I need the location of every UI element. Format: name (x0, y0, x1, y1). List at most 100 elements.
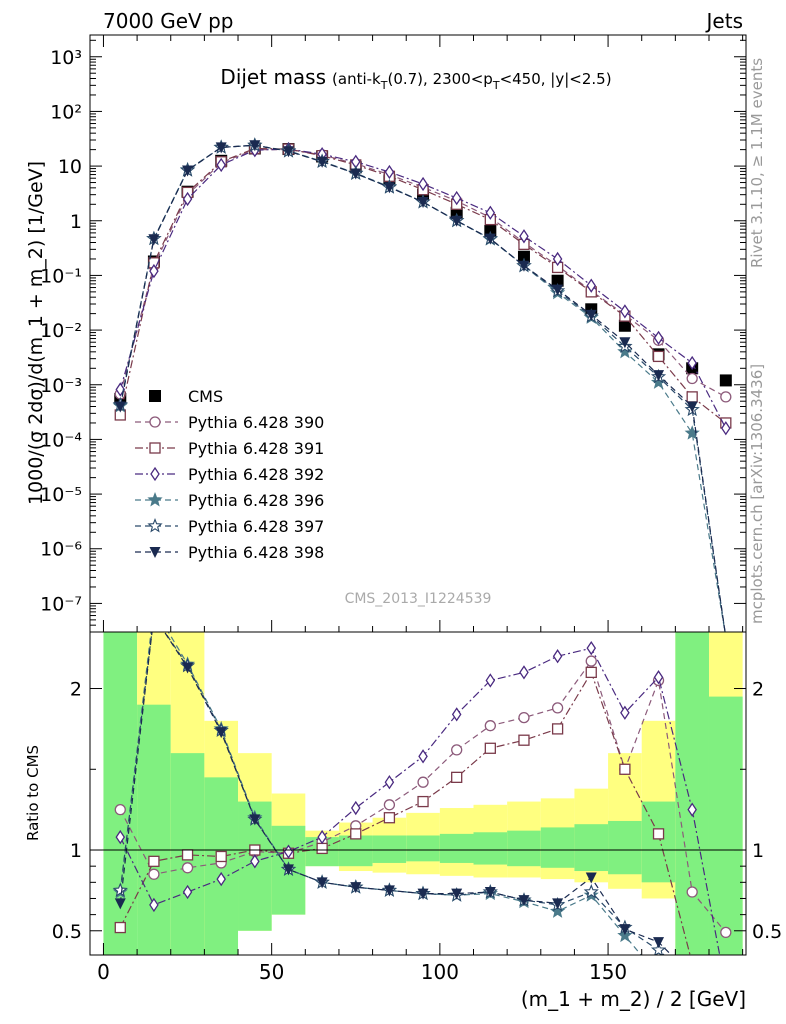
ratio-point-2-14 (586, 640, 597, 656)
uncertainty-bands (103, 632, 743, 955)
ratio-point-5-4 (249, 814, 261, 826)
ratio-point-1-12 (518, 734, 530, 746)
main-point-6-2 (182, 165, 194, 177)
ratio-point-5-11 (484, 887, 496, 899)
main-point-6-9 (417, 197, 429, 209)
ratio-point-5-9 (417, 888, 429, 900)
ratio-xtick-label-1: 50 (259, 960, 284, 984)
band-inner-11 (473, 832, 508, 865)
legend-label-3: Pythia 6.428 392 (188, 465, 324, 484)
ratio-point-1-13 (551, 723, 564, 735)
main-point-4-16 (650, 374, 667, 389)
ratio-point-0-17 (686, 886, 698, 898)
main-ytick-label-1: 10⁻⁶ (40, 539, 82, 561)
ratio-xtick-label-2: 100 (421, 960, 459, 984)
ratio-point-0-8 (383, 799, 396, 811)
axes-ticks: 10⁻⁷ 10⁻⁶ 10⁻⁵ 10⁻⁴ 10⁻³ 10⁻² 10⁻¹ 1 10 10² 10³ 0 50… (40, 35, 782, 984)
main-point-3-9 (418, 176, 428, 192)
legend-marker-2 (149, 442, 161, 454)
ratio-ytick-label-left-2: 2 (70, 679, 82, 701)
ratio-point-5-5 (282, 864, 294, 876)
ratio-point-4-14 (583, 883, 599, 899)
ratio-ytick-label-left-0: 0.5 (52, 921, 82, 943)
ratio-point-2-8 (384, 775, 395, 790)
ratio-point-2-9 (418, 749, 428, 764)
ratio-point-1-15 (619, 763, 631, 775)
main-point-4-17 (684, 425, 700, 440)
ratio-ytick-label-left-1: 1 (70, 840, 82, 862)
ratio-point-5-15 (619, 924, 631, 936)
ratio-point-2-11 (485, 673, 496, 688)
main-point-1-18 (720, 391, 732, 403)
main-point-6-0 (114, 401, 126, 413)
main-ytick-label-2: 10⁻⁵ (40, 484, 82, 506)
ratio-series-2 (115, 640, 721, 955)
title-sub2: T (492, 79, 500, 92)
main-point-3-18 (721, 421, 731, 436)
ratio-ytick-label-right-2: 2 (752, 679, 764, 701)
legend-label-1: Pythia 6.428 390 (188, 413, 324, 432)
main-point-6-14 (585, 309, 597, 321)
ratio-point-5-0 (114, 898, 126, 910)
ratio-point-1-11 (484, 742, 496, 754)
main-point-3-8 (384, 164, 395, 180)
main-point-6-10 (451, 215, 463, 227)
header-left: 7000 GeV pp (103, 9, 234, 33)
ratio-series-1 (114, 666, 691, 955)
ratio-point-5-13 (552, 898, 564, 910)
ratio-point-5-6 (316, 877, 328, 889)
ratio-ytick-label-right-1: 1 (752, 840, 764, 862)
ratio-point-1-7 (350, 828, 362, 840)
ratio-point-1-2 (181, 849, 194, 861)
ratio-panel-series (112, 632, 732, 955)
legend-label-2: Pythia 6.428 391 (188, 439, 324, 458)
legend-label-6: Pythia 6.428 398 (188, 543, 324, 562)
ratio-point-1-16 (652, 828, 665, 840)
main-point-6-3 (215, 142, 227, 154)
ratio-point-2-13 (552, 649, 563, 664)
title-main: Dijet mass (220, 65, 326, 89)
main-point-6-15 (619, 337, 631, 349)
ratio-point-4-16 (650, 942, 667, 955)
main-series-6 (114, 140, 726, 632)
main-ytick-label-8: 10 (58, 156, 82, 178)
ratio-point-2-6 (317, 829, 327, 845)
band-inner-3 (204, 777, 239, 955)
main-point-3-14 (586, 278, 597, 293)
ratio-point-0-9 (417, 776, 429, 788)
main-ytick-label-0: 10⁻⁷ (40, 593, 82, 615)
main-point-6-5 (282, 146, 294, 158)
main-point-0-12 (517, 250, 530, 263)
ratio-point-2-16 (653, 670, 664, 685)
ratio-point-1-9 (417, 795, 429, 808)
mcplots-label: mcplots.cern.ch [arXiv:1306.3436] (748, 364, 766, 624)
ratio-point-2-7 (350, 800, 361, 816)
band-inner-7 (338, 835, 373, 867)
main-point-6-12 (518, 260, 530, 272)
band-inner-10 (439, 833, 474, 863)
band-inner-18 (708, 696, 743, 955)
ratio-point-2-10 (451, 707, 462, 722)
main-ytick-label-6: 10⁻¹ (40, 265, 82, 287)
ratio-panel-frame (89, 631, 747, 956)
main-ytick-label-7: 1 (70, 211, 82, 233)
ratio-point-0-2 (181, 862, 194, 874)
main-point-3-16 (653, 330, 664, 346)
band-inner-12 (507, 830, 541, 867)
main-point-3-11 (485, 205, 496, 220)
main-point-6-11 (484, 233, 496, 245)
legend-marker-0 (149, 390, 161, 402)
legend-marker-5 (147, 517, 163, 533)
ratio-xtick-label-3: 150 (589, 960, 627, 984)
ratio-point-0-11 (484, 720, 496, 732)
ratio-point-1-8 (383, 812, 396, 824)
analysis-watermark: CMS_2013_I1224539 (345, 591, 492, 607)
ratio-point-5-8 (383, 885, 395, 897)
main-point-2-16 (652, 350, 665, 363)
main-ytick-label-4: 10⁻³ (40, 375, 82, 397)
main-point-0-15 (618, 319, 631, 332)
main-point-0-13 (551, 274, 564, 287)
legend-label-4: Pythia 6.428 396 (188, 491, 324, 510)
y-axis-label-ratio: Ratio to CMS (24, 745, 42, 841)
rivet-label: Rivet 3.1.10, ≥ 1.1M events (748, 58, 766, 268)
